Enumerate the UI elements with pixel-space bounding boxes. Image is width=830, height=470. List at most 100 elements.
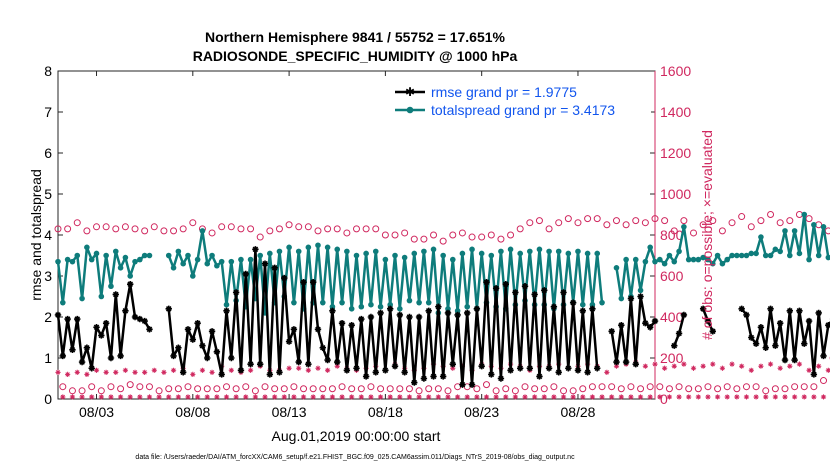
totalspread-point [657, 256, 663, 263]
totalspread-point [209, 252, 215, 259]
x-tick-label: 08/08 [175, 404, 210, 420]
obs-possible-point [285, 221, 293, 229]
y-axis-label-left: rmse and totalspread [28, 169, 44, 301]
obs-evaluated-point [223, 394, 230, 400]
obs-possible-point [492, 387, 500, 395]
obs-possible-point [126, 381, 134, 389]
rmse-point [454, 311, 461, 319]
obs-possible-point [275, 225, 283, 233]
obs-possible-point [357, 385, 365, 393]
obs-possible-point [73, 219, 81, 227]
rmse-point [406, 313, 413, 321]
obs-possible-point [690, 229, 698, 237]
rmse-point [512, 289, 519, 296]
totalspread-point [782, 228, 788, 234]
totalspread-point [613, 265, 620, 271]
rmse-point [613, 358, 620, 366]
totalspread-point [507, 246, 514, 253]
obs-evaluated-point [618, 394, 624, 400]
totalspread-point [738, 252, 745, 259]
totalspread-point [791, 228, 798, 234]
obs-possible-point [251, 387, 259, 395]
obs-evaluated-point [787, 363, 793, 369]
rmse-point [497, 375, 505, 382]
totalspread-point [464, 303, 471, 310]
totalspread-point [190, 273, 196, 279]
totalspread-point [527, 248, 533, 255]
totalspread-point [358, 303, 365, 310]
obs-possible-point [699, 221, 707, 229]
totalspread-point [589, 301, 596, 308]
totalspread-point [74, 252, 81, 259]
obs-possible-point [261, 383, 269, 391]
rmse-point [810, 371, 818, 378]
rmse-point [671, 342, 678, 349]
obs-evaluated-point [55, 369, 61, 375]
right-tick-label: 1400 [660, 104, 691, 120]
obs-possible-point [800, 383, 808, 391]
totalspread-point [517, 250, 523, 257]
totalspread-point [372, 248, 379, 255]
rmse-point [271, 264, 278, 271]
rmse-point [122, 307, 129, 315]
left-tick-label: 3 [44, 268, 52, 284]
right-tick-label: 0 [660, 391, 668, 407]
obs-evaluated-point [137, 394, 143, 400]
rmse-point [411, 379, 418, 386]
obs-possible-point [603, 221, 611, 229]
obs-evaluated-point [796, 361, 803, 367]
rmse-point [507, 367, 514, 374]
obs-possible-point [232, 385, 240, 393]
obs-evaluated-point [782, 394, 788, 400]
rmse-point [261, 260, 269, 267]
totalspread-point [753, 250, 759, 257]
obs-possible-point [786, 217, 794, 225]
obs-possible-point [425, 385, 433, 393]
obs-possible-point [584, 215, 592, 223]
obs-possible-point [314, 227, 322, 235]
obs-evaluated-point [642, 363, 648, 369]
obs-possible-point [338, 383, 346, 391]
obs-possible-point [150, 223, 158, 231]
obs-evaluated-point [551, 394, 557, 400]
left-tick-label: 7 [44, 104, 52, 120]
obs-evaluated-point [252, 394, 258, 400]
obs-possible-point [242, 383, 250, 391]
obs-evaluated-point [739, 363, 745, 369]
totalspread-point [348, 306, 355, 312]
totalspread-point [758, 234, 764, 240]
obs-evaluated-point [146, 394, 153, 400]
rmse-point [425, 307, 432, 315]
obs-possible-point [223, 383, 231, 391]
totalspread-point [218, 258, 225, 265]
obs-evaluated-point [132, 369, 138, 375]
obs-evaluated-point [272, 394, 278, 400]
obs-possible-point [165, 385, 173, 393]
rmse-point [54, 311, 62, 319]
rmse-point [343, 367, 351, 374]
rmse-point [295, 358, 302, 366]
obs-evaluated-point [233, 394, 239, 400]
obs-evaluated-point [503, 394, 509, 400]
obs-possible-point [482, 381, 490, 389]
obs-possible-point [728, 219, 736, 227]
obs-possible-point [184, 383, 192, 391]
obs-possible-point [300, 385, 308, 393]
totalspread-point [445, 306, 451, 312]
obs-possible-point [526, 219, 534, 227]
totalspread-point [257, 252, 264, 259]
rmse-point [516, 365, 524, 372]
totalspread-point [584, 250, 591, 257]
totalspread-point [329, 303, 336, 310]
obs-possible-point [372, 225, 380, 233]
obs-possible-point [560, 387, 568, 395]
rmse-point [98, 332, 105, 339]
obs-evaluated-point [686, 394, 692, 400]
rmse-point [791, 356, 798, 364]
totalspread-point [676, 248, 682, 255]
totalspread-point [709, 260, 716, 267]
obs-evaluated-point [113, 369, 119, 375]
obs-evaluated-point [700, 363, 706, 369]
